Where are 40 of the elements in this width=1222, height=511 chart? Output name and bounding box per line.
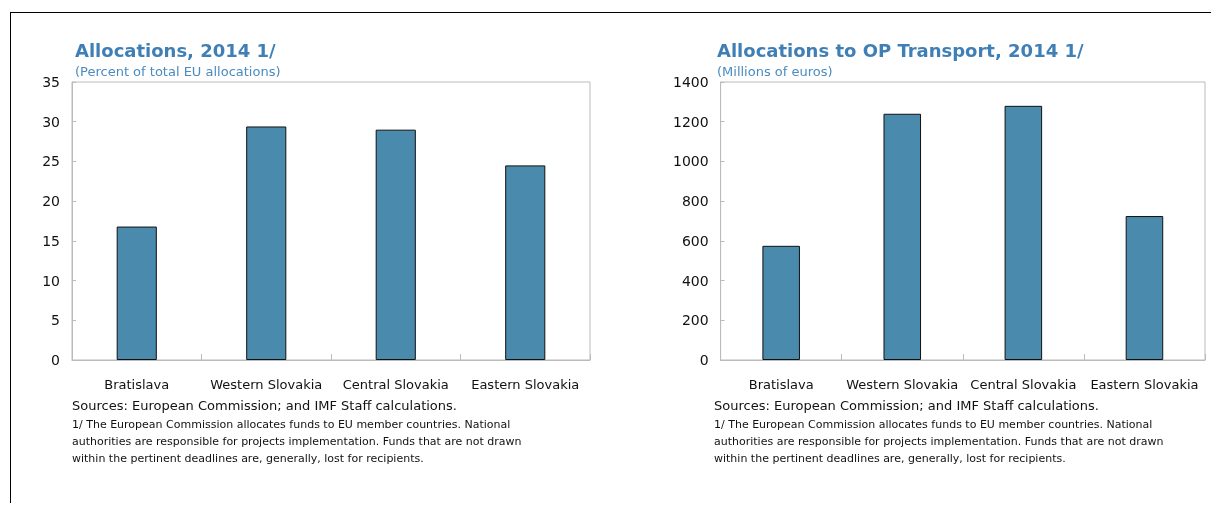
chart-subtitle: (Percent of total EU allocations) [75, 64, 281, 79]
bar [375, 129, 416, 360]
y-tick-label: 15 [42, 232, 60, 249]
source-note: Sources: European Commission; and IMF Staff calculations. [72, 398, 458, 413]
chart-subtitle: (Millions of euros) [717, 64, 833, 79]
x-tick-label: Eastern Slovakia [1090, 377, 1199, 392]
y-tick-label: 0 [51, 352, 60, 368]
y-tick-label: 20 [42, 193, 60, 210]
x-tick-label: Western Slovakia [846, 377, 959, 392]
source-note: Sources: European Commission; and IMF Staff calculations. [714, 398, 1100, 413]
x-tick-label: Central Slovakia [342, 377, 449, 392]
bar [505, 165, 546, 360]
bar [883, 113, 922, 360]
y-tick-label: 800 [681, 193, 709, 210]
bar [1125, 216, 1164, 360]
bar [246, 126, 287, 360]
y-tick-label: 30 [42, 113, 60, 130]
x-tick-label: Western Slovakia [210, 377, 323, 392]
y-tick-label: 1200 [672, 113, 709, 130]
y-tick-label: 0 [699, 352, 709, 368]
y-tick-label: 35 [42, 74, 60, 90]
y-tick-label: 1000 [672, 153, 709, 170]
y-tick-label: 1400 [672, 74, 709, 90]
y-tick-label: 10 [42, 272, 60, 289]
chart-title: Allocations to OP Transport, 2014 1/ [717, 39, 1084, 61]
bar [116, 226, 157, 360]
bar [762, 245, 800, 360]
x-tick-label: Bratislava [104, 377, 170, 392]
y-tick-label: 5 [51, 312, 60, 329]
y-tick-label: 400 [681, 272, 709, 289]
bar [1004, 105, 1043, 360]
x-tick-label: Bratislava [748, 377, 814, 392]
chart-title: Allocations, 2014 1/ [75, 39, 277, 61]
x-tick-label: Eastern Slovakia [471, 377, 580, 392]
text: 1/ The European Commission allocates funds to EU member countries. National authorities are responsible for projects implementation. Funds that are not drawn within the pertinent deadlines are, generally, lost for recipients. [72, 417, 523, 467]
y-tick-label: 25 [42, 153, 60, 170]
y-tick-label: 600 [681, 232, 709, 249]
y-tick-label: 200 [681, 312, 709, 329]
x-tick-label: Central Slovakia [970, 377, 1077, 392]
text: 1/ The European Commission allocates funds to EU member countries. National authorities are responsible for projects implementation. Funds that are not drawn within the pertinent deadlines are, generally, lost for recipients. [714, 417, 1165, 467]
